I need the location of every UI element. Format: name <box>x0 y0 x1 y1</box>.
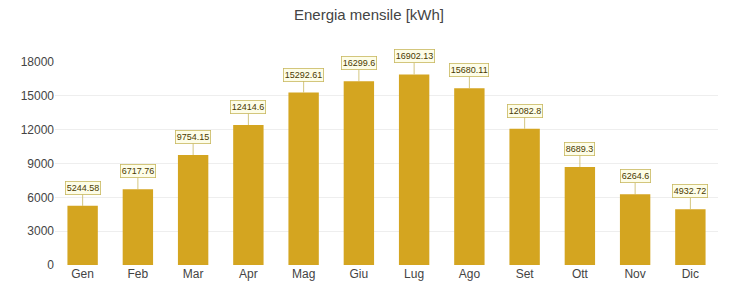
svg-text:Set: Set <box>516 267 535 281</box>
svg-text:12414.6: 12414.6 <box>232 102 265 112</box>
svg-text:Mar: Mar <box>183 267 204 281</box>
svg-text:6264.6: 6264.6 <box>622 171 650 181</box>
svg-text:Dic: Dic <box>682 267 699 281</box>
svg-text:6000: 6000 <box>27 191 54 205</box>
svg-text:15680.11: 15680.11 <box>451 65 488 75</box>
svg-text:Gen: Gen <box>71 267 94 281</box>
svg-text:Giu: Giu <box>350 267 369 281</box>
svg-text:16902.13: 16902.13 <box>396 51 434 61</box>
svg-text:5244.58: 5244.58 <box>67 183 100 193</box>
svg-text:Mag: Mag <box>292 267 315 281</box>
svg-text:15000: 15000 <box>21 89 55 103</box>
svg-text:Apr: Apr <box>239 267 258 281</box>
svg-text:Lug: Lug <box>404 267 424 281</box>
svg-text:9754.15: 9754.15 <box>177 132 210 142</box>
svg-text:Nov: Nov <box>624 267 645 281</box>
svg-text:6717.76: 6717.76 <box>122 166 155 176</box>
svg-text:15292.61: 15292.61 <box>285 70 323 80</box>
svg-text:16299.6: 16299.6 <box>343 58 376 68</box>
svg-text:3000: 3000 <box>27 224 54 238</box>
svg-text:Energia mensile [kWh]: Energia mensile [kWh] <box>294 6 444 23</box>
svg-text:8689.3: 8689.3 <box>566 144 594 154</box>
svg-text:Feb: Feb <box>128 267 149 281</box>
svg-text:0: 0 <box>47 258 54 272</box>
svg-text:Ott: Ott <box>572 267 589 281</box>
svg-text:4932.72: 4932.72 <box>674 186 707 196</box>
svg-text:18000: 18000 <box>21 55 55 69</box>
svg-text:12082.8: 12082.8 <box>509 106 542 116</box>
svg-text:Ago: Ago <box>459 267 481 281</box>
svg-text:12000: 12000 <box>21 123 55 137</box>
svg-text:9000: 9000 <box>27 157 54 171</box>
